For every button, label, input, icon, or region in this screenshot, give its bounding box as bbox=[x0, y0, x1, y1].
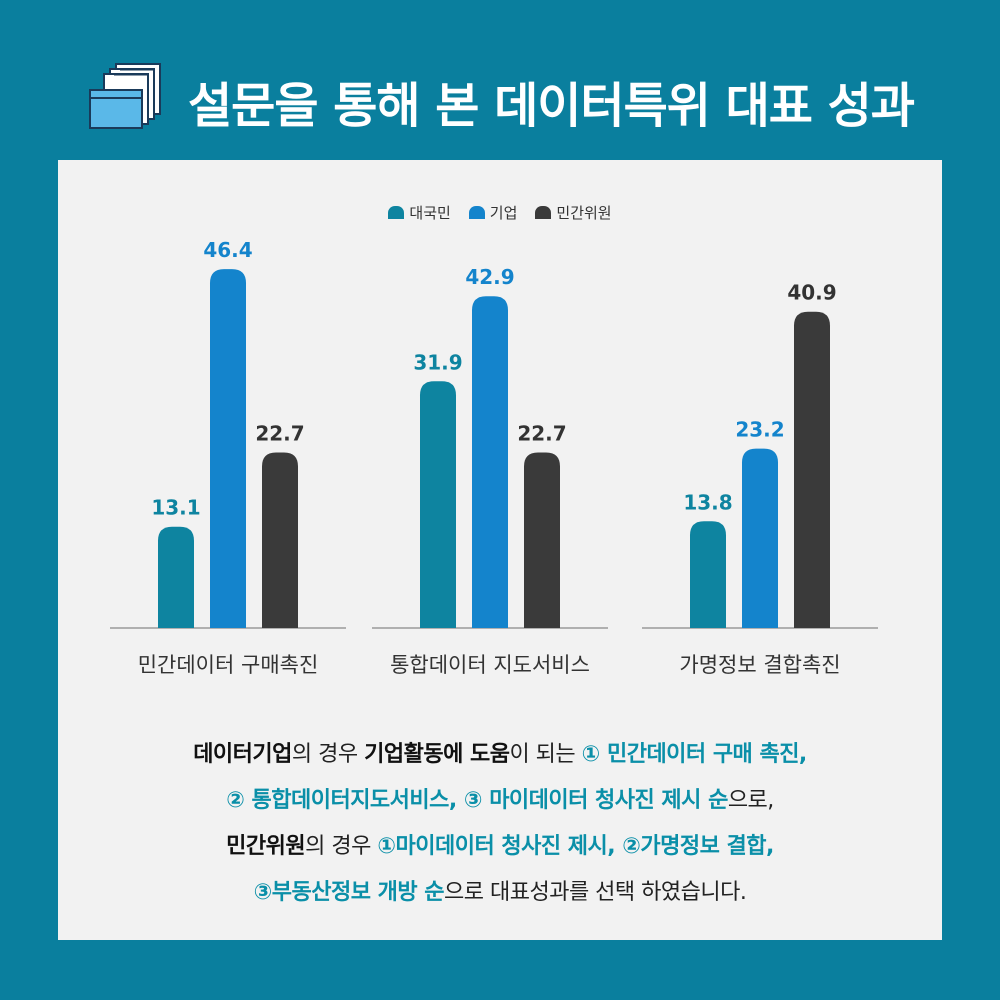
bar-value-label: 31.9 bbox=[413, 350, 462, 374]
bar bbox=[420, 381, 456, 628]
bar-value-label: 40.9 bbox=[787, 281, 836, 305]
summary-line-2: ② 통합데이터지도서비스, ③ 마이데이터 청사진 제시 순으로, bbox=[226, 788, 774, 813]
chart-legend: 대국민 기업 민간위원 bbox=[58, 202, 942, 223]
bar bbox=[210, 269, 246, 628]
bar-value-label: 46.4 bbox=[203, 238, 252, 262]
category-label: 민간데이터 구매촉진 bbox=[138, 653, 319, 677]
stacked-documents-icon bbox=[89, 63, 161, 129]
legend-item: 민간위원 bbox=[535, 202, 612, 223]
bar-value-label: 22.7 bbox=[255, 421, 304, 445]
bar bbox=[690, 521, 726, 628]
summary-line-3: 민간위원의 경우 ①마이데이터 청사진 제시, ②가명정보 결합, bbox=[226, 834, 774, 859]
chart-panel: 13.1 46.4 22.7 민간데이터 구매촉진 31.9 42.9 22.7 통합데이터 … bbox=[58, 160, 942, 940]
bar bbox=[158, 526, 194, 628]
category-label: 가명정보 결합촉진 bbox=[679, 653, 840, 677]
bar-value-label: 22.7 bbox=[517, 421, 566, 445]
category-label: 통합데이터 지도서비스 bbox=[390, 653, 590, 677]
bar-value-label: 13.1 bbox=[151, 496, 200, 520]
header: 설문을 통해 본 데이터특위 대표 성과 bbox=[0, 56, 1000, 136]
summary-text: 데이터기업의 경우 기업활동에 도움이 되는 ① 민간데이터 구매 촉진, ② … bbox=[78, 732, 922, 916]
legend-label: 대국민 bbox=[409, 204, 451, 222]
bar bbox=[262, 452, 298, 628]
legend-swatch bbox=[468, 206, 485, 219]
legend-label: 민간위원 bbox=[556, 204, 612, 222]
bar-value-label: 42.9 bbox=[465, 265, 514, 289]
page-title: 설문을 통해 본 데이터특위 대표 성과 bbox=[188, 78, 915, 134]
bar bbox=[524, 452, 560, 628]
summary-line-1: 데이터기업의 경우 기업활동에 도움이 되는 ① 민간데이터 구매 촉진, bbox=[193, 742, 807, 767]
legend-label: 기업 bbox=[489, 204, 518, 222]
bar bbox=[794, 311, 830, 628]
bar-value-label: 13.8 bbox=[683, 490, 732, 514]
bar bbox=[742, 448, 778, 628]
legend-swatch bbox=[388, 206, 405, 219]
legend-item: 대국민 bbox=[388, 202, 451, 223]
bar-value-label: 23.2 bbox=[735, 418, 784, 442]
legend-item: 기업 bbox=[468, 202, 518, 223]
bar-chart: 13.1 46.4 22.7 민간데이터 구매촉진 31.9 42.9 22.7 통합데이터 … bbox=[110, 238, 878, 677]
bar bbox=[472, 296, 508, 628]
summary-line-4: ③부동산정보 개방 순으로 대표성과를 선택 하였습니다. bbox=[253, 880, 747, 905]
legend-swatch bbox=[535, 206, 552, 219]
